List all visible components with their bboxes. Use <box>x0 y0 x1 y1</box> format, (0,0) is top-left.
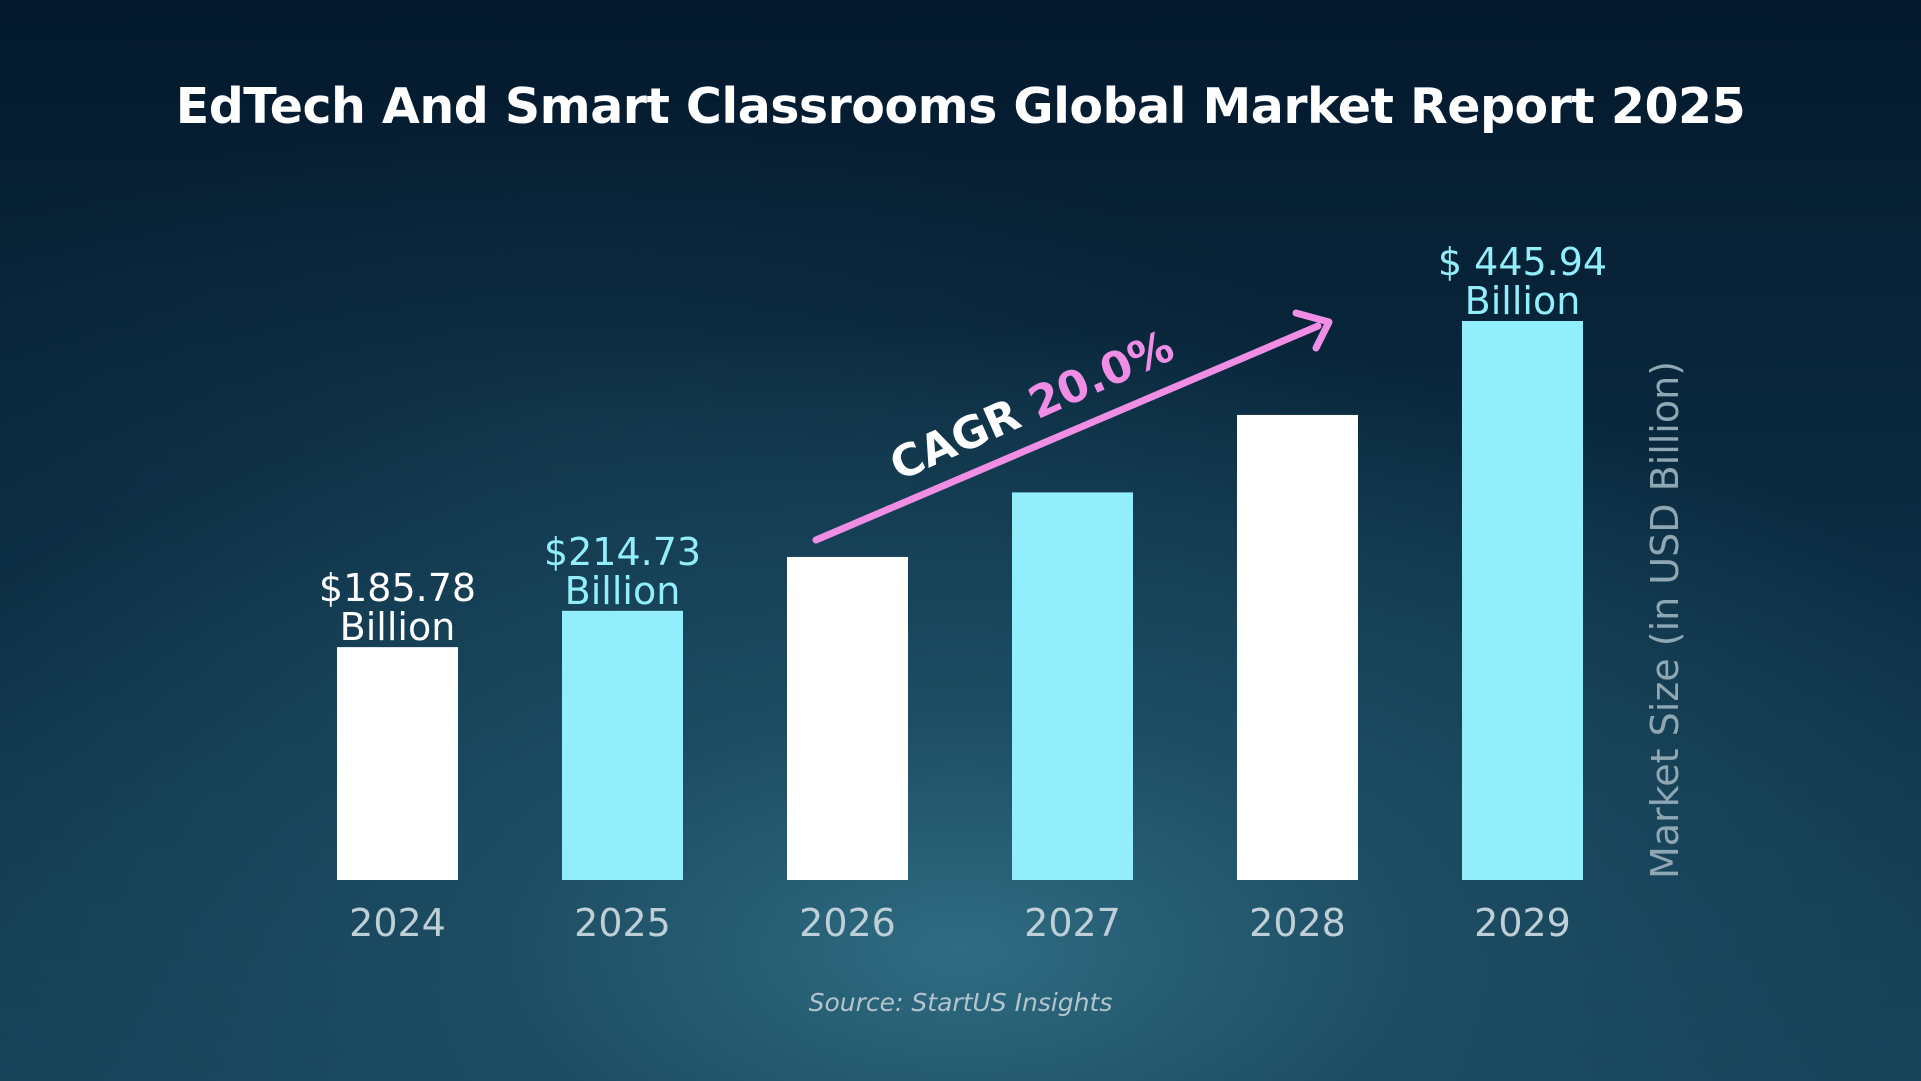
cagr-arrow-line <box>812 322 1322 544</box>
bar-2029 <box>1462 321 1583 880</box>
source-note: Source: StartUS Insights <box>808 988 1113 1017</box>
x-tick-2026: 2026 <box>799 901 896 945</box>
value-label-2024: $185.78 <box>319 566 476 610</box>
y-axis-label: Market Size (in USD Billion) <box>1643 360 1687 880</box>
value-unit-2025: Billion <box>565 569 681 613</box>
bar-2026 <box>787 556 908 880</box>
bar-2027 <box>1012 492 1133 880</box>
value-unit-2029: Billion <box>1465 279 1581 323</box>
x-tick-2029: 2029 <box>1474 901 1571 945</box>
bar-2028 <box>1237 414 1358 880</box>
x-tick-2028: 2028 <box>1249 901 1346 945</box>
cagr-arrow-head <box>1292 309 1333 352</box>
chart-title: EdTech And Smart Classrooms Global Marke… <box>175 78 1746 135</box>
value-unit-2024: Billion <box>340 605 456 649</box>
bar-2024 <box>337 647 458 880</box>
x-tick-2027: 2027 <box>1024 901 1121 945</box>
x-tick-2024: 2024 <box>349 901 446 945</box>
value-label-2025: $214.73 <box>544 530 701 574</box>
x-tick-2025: 2025 <box>574 901 671 945</box>
value-label-2029: $ 445.94 <box>1438 240 1607 284</box>
bar-2025 <box>562 610 683 880</box>
